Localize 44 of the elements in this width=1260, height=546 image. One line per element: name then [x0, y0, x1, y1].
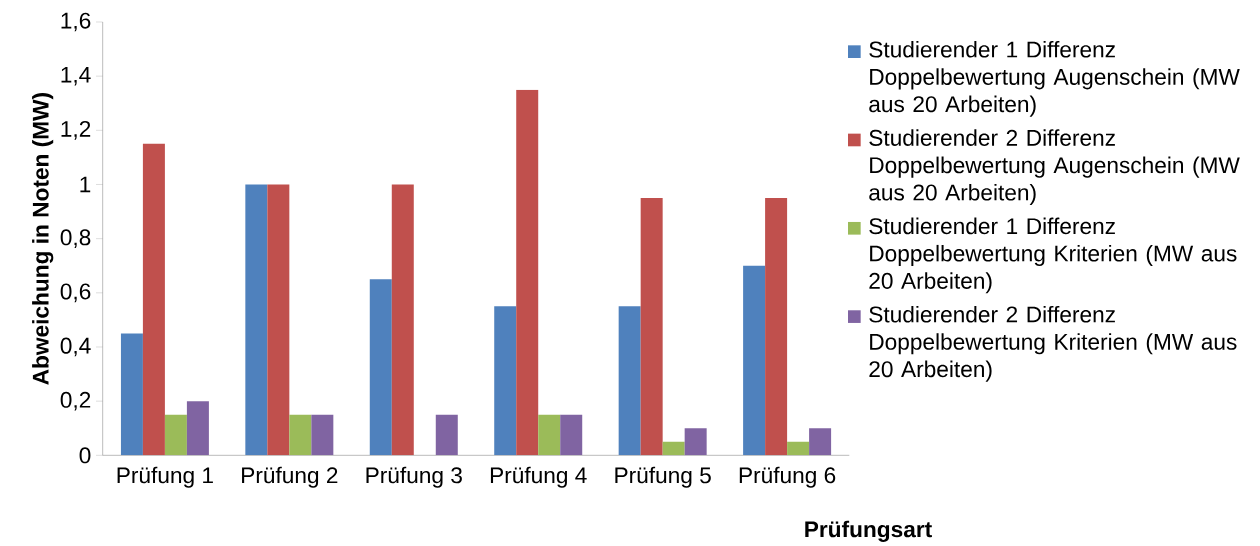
bar — [120, 333, 143, 456]
y-tick-label: 1,6 — [61, 12, 91, 32]
y-tick-label: 0 — [79, 447, 91, 464]
bar — [618, 306, 641, 456]
legend-label: Studierender 1 Differenz Doppelbewertung Kriterien (MW aus 20 Arbeiten) — [869, 217, 1237, 294]
bar — [494, 306, 517, 456]
x-tick-label: Prüfung 2 — [242, 466, 338, 488]
bar — [186, 401, 209, 456]
x-tick-label: Prüfung 3 — [366, 466, 462, 488]
bar — [560, 414, 583, 456]
bar — [640, 198, 663, 456]
y-tick-label: 0,2 — [60, 391, 91, 411]
bar — [391, 184, 414, 456]
bar — [245, 184, 268, 456]
bar — [765, 198, 788, 456]
bar — [164, 414, 187, 456]
y-tick-label: 0,8 — [60, 229, 91, 249]
y-tick-label: 1 — [80, 176, 91, 193]
bar — [787, 441, 810, 456]
x-tick-label: Prüfung 4 — [490, 466, 587, 488]
x-tick-label: Prüfung 5 — [615, 466, 711, 488]
y-tick-label: 0,4 — [60, 337, 91, 357]
y-axis-title: Abweichung in Noten (MW) — [32, 93, 54, 385]
bar — [809, 428, 832, 456]
x-tick-label: Prüfung 6 — [739, 466, 836, 488]
bar — [743, 265, 766, 456]
x-axis-title: Prüfungsart — [805, 520, 932, 542]
bar — [142, 143, 165, 456]
bar — [311, 414, 334, 456]
bar — [435, 414, 458, 456]
bar — [662, 441, 685, 456]
bar — [369, 279, 392, 456]
x-tick-label: Prüfung 1 — [117, 466, 213, 488]
bar — [289, 414, 312, 456]
y-tick-label: 1,4 — [61, 66, 91, 86]
y-tick-label: 1,2 — [61, 120, 91, 140]
bar — [684, 428, 707, 456]
bar — [538, 414, 561, 456]
y-tick-label: 0,6 — [60, 283, 91, 303]
legend-label: Studierender 1 Differenz Doppelbewertung Augenschein (MW aus 20 Arbeiten) — [869, 40, 1240, 117]
legend-label: Studierender 2 Differenz Doppelbewertung Kriterien (MW aus 20 Arbeiten) — [869, 305, 1237, 382]
bar — [516, 89, 539, 456]
bar — [267, 184, 290, 456]
legend-label: Studierender 2 Differenz Doppelbewertung Augenschein (MW aus 20 Arbeiten) — [869, 129, 1240, 206]
